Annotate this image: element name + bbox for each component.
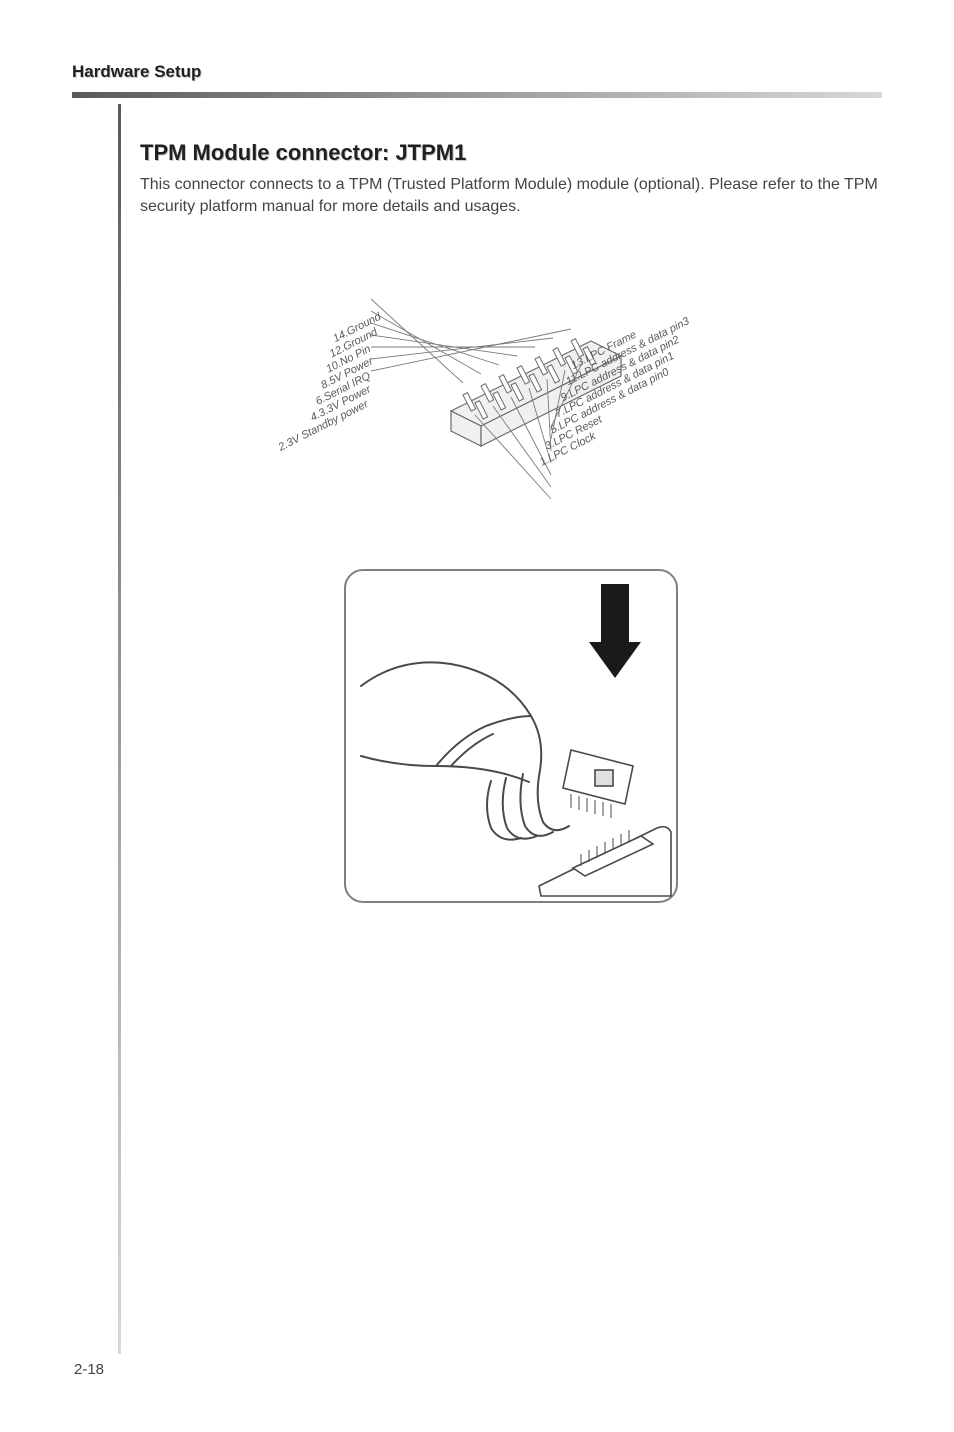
section-title: TPM Module connector: JTPM1 [140,140,882,166]
running-header: Hardware Setup [72,62,882,82]
page-number: 2-18 [74,1361,104,1378]
content-area: TPM Module connector: JTPM1 This connect… [140,102,882,906]
vertical-rule [118,104,121,1354]
install-figure [341,566,681,906]
section-body: This connector connects to a TPM (Truste… [140,174,882,218]
header-rule [72,92,882,98]
pinout-diagram: 14.Ground 12.Ground 10.No Pin 8.5V Power… [201,246,821,536]
arrow-down-icon [589,584,641,678]
page-container: Hardware Setup TPM Module connector: JTP… [0,0,954,1432]
